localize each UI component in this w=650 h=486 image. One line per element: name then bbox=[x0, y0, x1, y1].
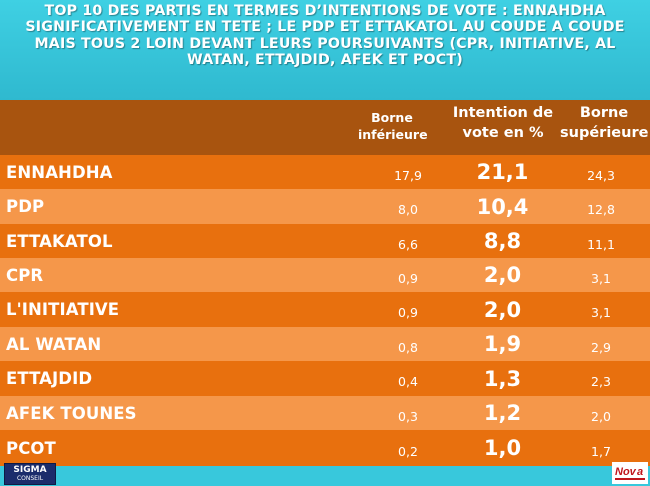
party-name: L'INITIATIVE bbox=[6, 300, 120, 319]
upper-bound-value: 24,3 bbox=[587, 167, 615, 183]
header-lower-bound: Borne inférieure bbox=[358, 110, 428, 142]
party-name: AFEK TOUNES bbox=[6, 403, 137, 423]
vote-intention-value: 21,1 bbox=[476, 160, 529, 184]
party-name: AL WATAN bbox=[6, 334, 102, 354]
svg-text:a: a bbox=[637, 466, 643, 478]
party-name: PDP bbox=[6, 197, 45, 216]
party-name: ENNAHDHA bbox=[6, 162, 113, 182]
table-row: PDP 8,0 10,4 12,8 bbox=[0, 189, 650, 224]
lower-bound-value: 0,2 bbox=[398, 443, 418, 459]
lower-bound-value: 17,9 bbox=[394, 167, 422, 183]
vote-intention-value: 8,8 bbox=[483, 229, 522, 253]
table-row: L'INITIATIVE 0,9 2,0 3,1 bbox=[0, 292, 650, 327]
vote-intention-value: 2,0 bbox=[483, 263, 522, 287]
svg-text:Nov: Nov bbox=[615, 466, 637, 478]
party-name: ETTAJDID bbox=[6, 369, 93, 388]
vote-intention-value: 2,0 bbox=[483, 297, 522, 322]
vote-intention-value: 1,2 bbox=[483, 401, 522, 425]
upper-bound-value: 2,3 bbox=[591, 374, 611, 389]
vote-intention-value: 1,3 bbox=[483, 366, 522, 391]
lower-bound-value: 6,6 bbox=[398, 236, 418, 252]
upper-bound-value: 3,1 bbox=[591, 305, 611, 320]
table-row: CPR 0,9 2,0 3,1 bbox=[0, 258, 650, 292]
party-name: ETTAKATOL bbox=[6, 231, 113, 251]
table-row: ETTAJDID 0,4 1,3 2,3 bbox=[0, 361, 650, 396]
lower-bound-value: 0,8 bbox=[398, 339, 418, 355]
table-row: ENNAHDHA 17,9 21,1 24,3 bbox=[0, 155, 650, 189]
upper-bound-value: 1,7 bbox=[591, 443, 611, 459]
upper-bound-value: 3,1 bbox=[591, 270, 611, 286]
nova-logo: Nov a bbox=[612, 462, 648, 484]
table-row: PCOT 0,2 1,0 1,7 bbox=[0, 430, 650, 466]
upper-bound-value: 12,8 bbox=[587, 202, 615, 217]
vote-intention-value: 10,4 bbox=[476, 194, 529, 219]
sigma-conseil-logo: SIGMA CONSEIL bbox=[4, 463, 56, 485]
table-row: ETTAKATOL 6,6 8,8 11,1 bbox=[0, 224, 650, 258]
lower-bound-value: 0,9 bbox=[398, 305, 418, 320]
party-name: CPR bbox=[6, 265, 44, 285]
upper-bound-value: 2,0 bbox=[591, 408, 611, 424]
upper-bound-value: 11,1 bbox=[587, 236, 615, 252]
vote-intention-value: 1,0 bbox=[483, 436, 522, 460]
table-row: AFEK TOUNES 0,3 1,2 2,0 bbox=[0, 396, 650, 430]
footer-band bbox=[0, 466, 650, 486]
party-name: PCOT bbox=[6, 438, 56, 458]
table-header: Borne inférieure Intention de vote en % Bo… bbox=[0, 100, 650, 155]
header-vote-intention: Intention de vote en % bbox=[452, 105, 554, 141]
poll-table: Borne inférieure Intention de vote en % Bo… bbox=[0, 100, 650, 466]
lower-bound-value: 0,3 bbox=[398, 408, 418, 424]
vote-intention-value: 1,9 bbox=[483, 332, 522, 356]
lower-bound-value: 0,9 bbox=[398, 270, 418, 286]
upper-bound-value: 2,9 bbox=[591, 339, 611, 355]
slide-title: TOP 10 DES PARTIS EN TERMES D’INTENTIONS… bbox=[0, 0, 650, 100]
table-row: AL WATAN 0,8 1,9 2,9 bbox=[0, 327, 650, 361]
header-upper-bound: Borne supérieure bbox=[560, 105, 649, 141]
lower-bound-value: 0,4 bbox=[398, 374, 418, 389]
lower-bound-value: 8,0 bbox=[398, 202, 418, 217]
